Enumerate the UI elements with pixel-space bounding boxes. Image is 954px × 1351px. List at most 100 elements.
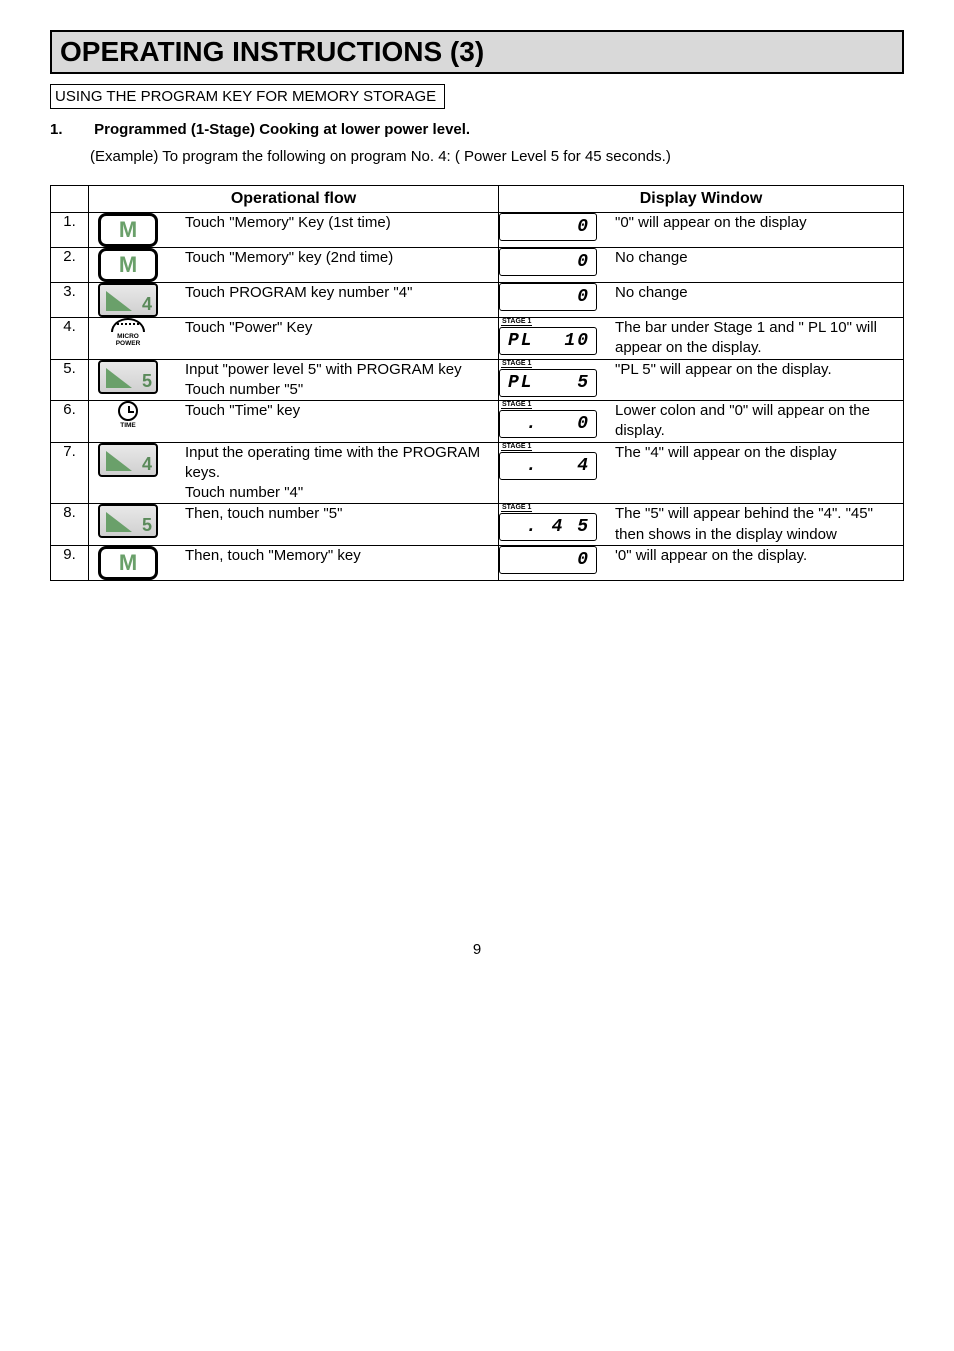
display-text: '0" will appear on the display.	[615, 546, 903, 566]
program-key-icon: 5	[89, 504, 167, 538]
display-text: "0" will appear on the display	[615, 213, 903, 233]
memory-key-icon: M	[89, 546, 167, 580]
row-number: 7.	[51, 442, 89, 504]
lcd-display: . 0	[499, 410, 597, 438]
display-window: STAGE 1PL5	[499, 360, 597, 397]
stage-label: STAGE 1	[501, 401, 532, 409]
row-number: 8.	[51, 504, 89, 546]
lcd-display: PL 5	[499, 369, 597, 397]
sub-header: USING THE PROGRAM KEY FOR MEMORY STORAGE	[50, 84, 445, 109]
display-window: 0	[499, 213, 597, 241]
opflow-cell: M Touch "Memory" Key (1st time)	[89, 213, 499, 248]
display-text: No change	[615, 283, 903, 303]
opflow-cell: MThen, touch "Memory" key	[89, 545, 499, 580]
display-text: The "5" will appear behind the "4". "45"…	[615, 504, 903, 545]
lcd-display: 0	[499, 283, 597, 311]
lcd-right: 0	[577, 252, 590, 272]
row-number: 1.	[51, 213, 89, 248]
program-key: 4	[98, 443, 158, 477]
display-window: 0	[499, 546, 597, 574]
display-text: Lower colon and "0" will appear on the d…	[615, 401, 903, 442]
row-number: 5.	[51, 359, 89, 401]
display-cell: 0 "0" will appear on the display	[499, 213, 904, 248]
opflow-cell: TIME Touch "Time" key	[89, 401, 499, 443]
lcd-display: 0	[499, 546, 597, 574]
lcd-display: 0	[499, 213, 597, 241]
display-window: STAGE 1 PL 10	[499, 318, 597, 355]
row-number: 6.	[51, 401, 89, 443]
display-window: STAGE 1 . 4 5	[499, 504, 597, 541]
opflow-text: Then, touch number "5"	[185, 504, 498, 524]
display-text: The "4" will appear on the display	[615, 443, 903, 463]
opflow-cell: MTouch "Memory" key (2nd time)	[89, 248, 499, 283]
opflow-cell: 5 Then, touch number "5"	[89, 504, 499, 546]
lcd-display: 0	[499, 248, 597, 276]
opflow-cell: MICRO POWER Touch "Power" Key	[89, 318, 499, 360]
opflow-cell: 5 Input "power level 5" with PROGRAM key …	[89, 359, 499, 401]
micro-label: MICRO POWER	[116, 334, 141, 347]
display-cell: 0 No change	[499, 248, 904, 283]
section-header: OPERATING INSTRUCTIONS (3)	[50, 30, 904, 74]
opflow-text: Touch PROGRAM key number "4"	[185, 283, 498, 303]
lcd-left: PL	[506, 373, 567, 393]
step-title: Programmed (1-Stage) Cooking at lower po…	[94, 121, 470, 138]
lcd-left: PL	[506, 331, 554, 351]
instruction-table: Operational flow Display Window 1.MTouch…	[50, 185, 904, 581]
row-number: 2.	[51, 248, 89, 283]
step-title-line: 1. Programmed (1-Stage) Cooking at lower…	[50, 121, 904, 138]
stage-label: STAGE 1	[501, 504, 532, 512]
opflow-text: Touch "Memory" Key (1st time)	[185, 213, 498, 233]
display-cell: STAGE 1 . 0 Lower colon and "0" will appea…	[499, 401, 904, 443]
lcd-right: 0	[577, 550, 590, 570]
m-key: M	[98, 248, 158, 282]
micro-power-key-icon: MICRO POWER	[89, 318, 167, 347]
display-cell: STAGE 1PL5"PL 5" will appear on the disp…	[499, 359, 904, 401]
opflow-text: Touch "Time" key	[185, 401, 498, 421]
opflow-text: Input "power level 5" with PROGRAM key T…	[185, 360, 498, 401]
lcd-right: 0	[577, 217, 590, 237]
opflow-cell: 4 Touch PROGRAM key number "4"	[89, 283, 499, 318]
program-key-icon: 5	[89, 360, 167, 394]
page-number: 9	[50, 941, 904, 958]
display-text: The bar under Stage 1 and " PL 10" will …	[615, 318, 903, 359]
display-cell: STAGE 1 . 4 The "4" will appear on the dis…	[499, 442, 904, 504]
lcd-right: . 0	[526, 414, 590, 434]
program-key: 5	[98, 360, 158, 394]
display-text: No change	[615, 248, 903, 268]
header-blank	[51, 186, 89, 213]
lcd-display: . 4	[499, 452, 597, 480]
lcd-right: . 4	[526, 456, 590, 476]
stage-label: STAGE 1	[501, 318, 532, 326]
step-number: 1.	[50, 121, 90, 138]
memory-key-icon: M	[89, 213, 167, 247]
lcd-right: . 4 5	[526, 517, 590, 537]
display-window: 0	[499, 248, 597, 276]
display-window: STAGE 1 . 0	[499, 401, 597, 438]
time-key-icon: TIME	[89, 401, 167, 430]
opflow-cell: 4Input the operating time with the PROGR…	[89, 442, 499, 504]
lcd-right: 5	[577, 373, 590, 393]
example-text: (Example) To program the following on pr…	[90, 148, 904, 165]
lcd-display: PL 10	[499, 327, 597, 355]
display-cell: 0 '0" will appear on the display.	[499, 545, 904, 580]
stage-label: STAGE 1	[501, 443, 532, 451]
lcd-right: 0	[577, 287, 590, 307]
display-cell: STAGE 1 PL 10 The bar under Stage 1 and " P…	[499, 318, 904, 360]
program-key-icon: 4	[89, 443, 167, 477]
clock-icon	[118, 401, 138, 421]
header-display: Display Window	[499, 186, 904, 213]
program-key: 4	[98, 283, 158, 317]
opflow-text: Touch "Power" Key	[185, 318, 498, 338]
micro-icon	[111, 318, 145, 332]
program-key-icon: 4	[89, 283, 167, 317]
display-cell: STAGE 1 . 4 5 The "5" will appear behind t…	[499, 504, 904, 546]
display-window: 0	[499, 283, 597, 311]
header-opflow: Operational flow	[89, 186, 499, 213]
m-key: M	[98, 546, 158, 580]
memory-key-icon: M	[89, 248, 167, 282]
row-number: 3.	[51, 283, 89, 318]
display-window: STAGE 1 . 4	[499, 443, 597, 480]
row-number: 9.	[51, 545, 89, 580]
lcd-right: 10	[564, 331, 590, 351]
time-label: TIME	[120, 423, 136, 430]
